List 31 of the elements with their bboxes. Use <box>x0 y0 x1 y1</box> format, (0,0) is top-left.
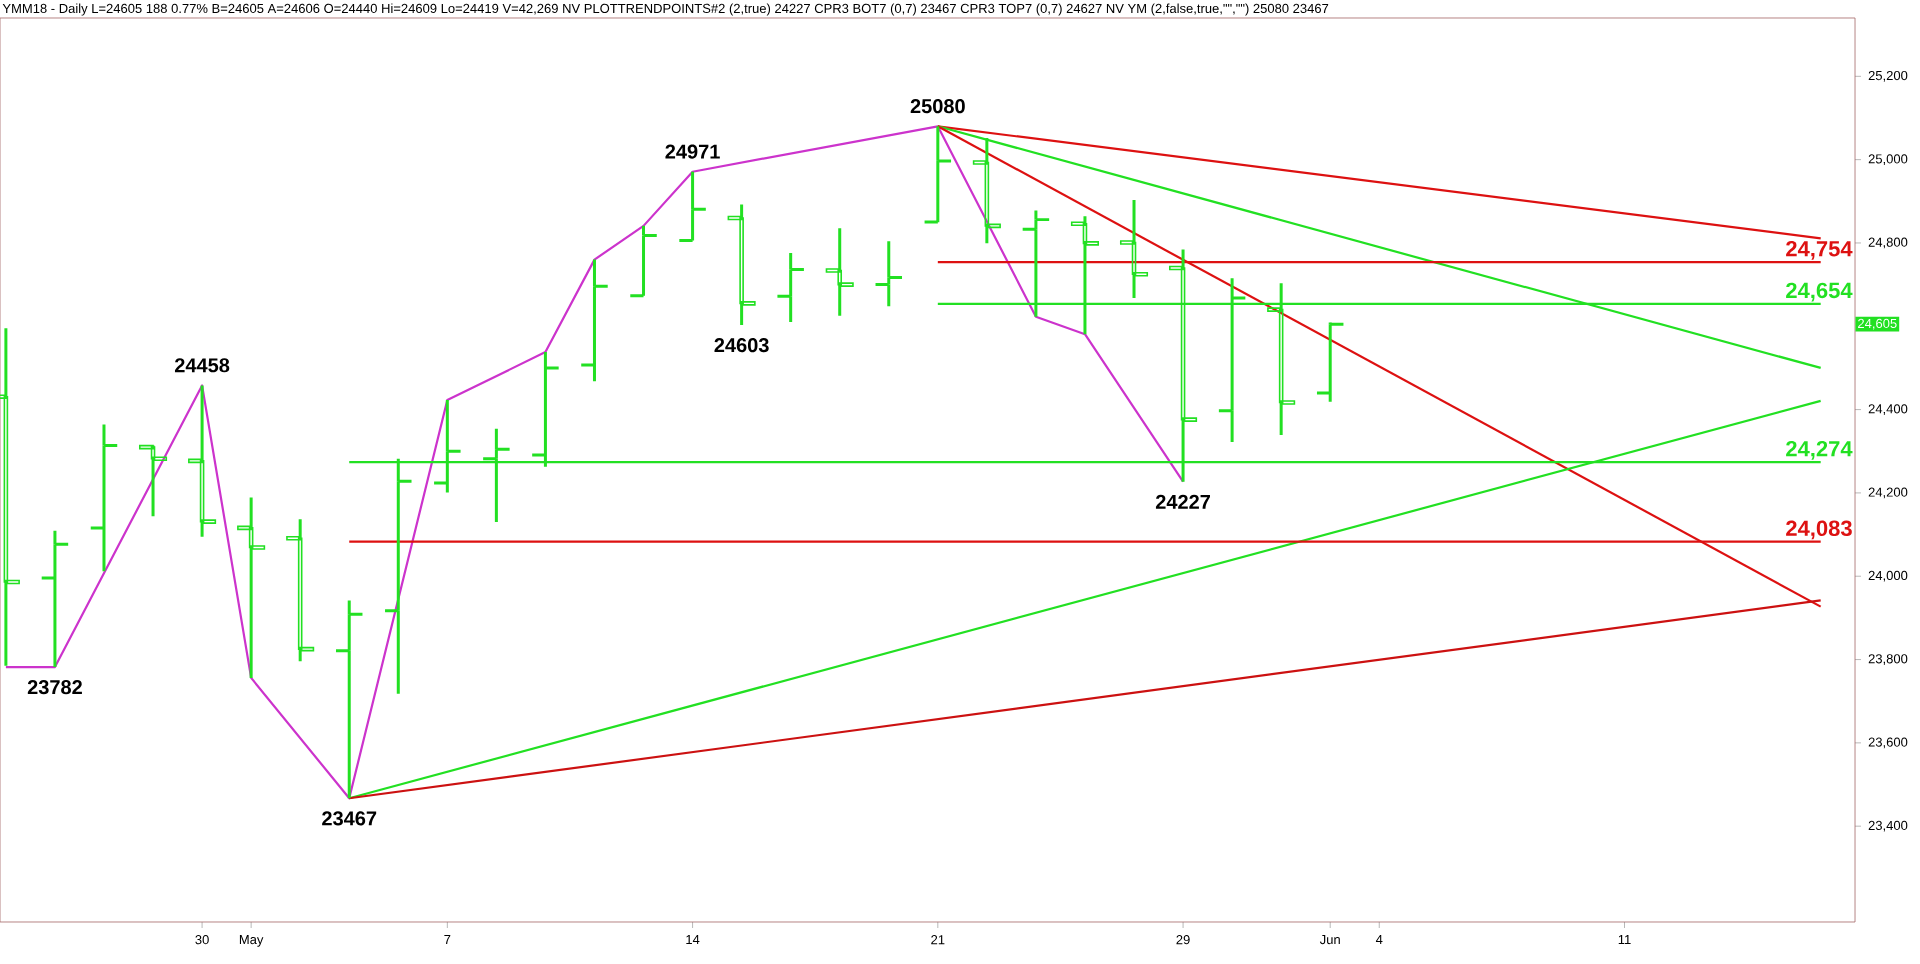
x-tick-label: 30 <box>195 935 209 945</box>
series-label: 24,274 <box>1786 440 1853 460</box>
series-label: 24,654 <box>1786 282 1853 302</box>
x-tick-label: 21 <box>931 935 945 945</box>
x-tick-label: 29 <box>1176 935 1190 945</box>
annotation: 24458 <box>174 358 230 373</box>
y-tick-label: 23,800 <box>1868 654 1908 665</box>
series-label: 24,083 <box>1786 520 1852 540</box>
y-tick-label: 24,400 <box>1868 404 1908 415</box>
y-tick-label: 24,800 <box>1868 237 1908 249</box>
annotation: 24971 <box>665 144 720 159</box>
annotation: 23782 <box>27 680 82 695</box>
y-tick-label: 25,000 <box>1868 154 1908 165</box>
x-tick-label: May <box>239 935 264 947</box>
annotation: 25080 <box>910 99 965 114</box>
series-label: 24,754 <box>1786 240 1853 260</box>
chart-title: YMM18 - Daily L=24605 188 0.77% B=24605 A=24606 O=24440 Hi=24609 Lo=24419 V=42,269 NV PLOTTRENDPOINTS#2 (2,true) 24227 CPR3 BOT7 (0,7) 23467 CPR3 TOP7 (0,7) 24627 NV YM (2,false,true,"","") 25080 23467 <box>2 3 1329 16</box>
y-tick-label: 24,200 <box>1868 487 1908 499</box>
x-tick-label: 7 <box>444 935 451 945</box>
x-tick-label: 11 <box>1618 935 1631 945</box>
y-tick-label: 24,000 <box>1868 570 1908 582</box>
y-tick-label: 23,600 <box>1868 737 1908 749</box>
x-tick-label: 4 <box>1375 935 1383 945</box>
y-tick-label: 25,200 <box>1868 70 1908 82</box>
y-tick-label: 23,400 <box>1868 820 1908 832</box>
x-tick-label: 14 <box>686 935 700 945</box>
annotation: 24227 <box>1155 494 1210 509</box>
annotation: 23467 <box>322 811 377 826</box>
x-tick-label: Jun <box>1319 935 1340 945</box>
annotation: 24,605 <box>1858 318 1897 330</box>
annotation: 24603 <box>714 338 769 353</box>
